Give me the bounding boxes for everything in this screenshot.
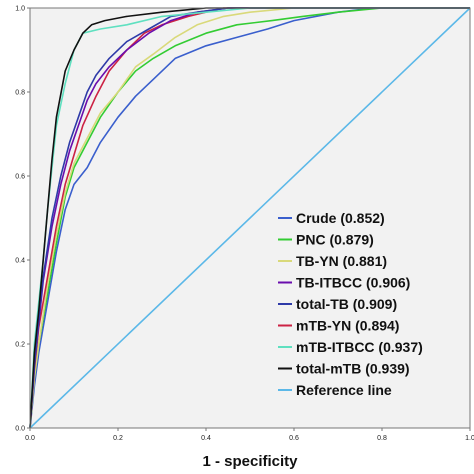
x-tick-label: 0.2 [113, 435, 123, 442]
series-line-1 [29, 7, 470, 429]
x-tick-label: 0.4 [201, 435, 211, 442]
y-axis-ticks: 0.0 0.2 0.4 0.6 0.8 1.0 [15, 6, 30, 433]
x-axis-ticks: 0.0 0.2 0.4 0.6 0.8 1.0 [25, 428, 474, 442]
series-line-0 [29, 7, 470, 429]
x-tick-label: 0.8 [377, 435, 387, 442]
y-tick-label: 1.0 [15, 6, 25, 13]
y-tick-label: 0.2 [15, 342, 25, 349]
legend-label-1: PNC (0.879) [296, 232, 374, 248]
series-layer [29, 7, 471, 429]
series-line-8 [29, 7, 471, 429]
x-axis-title: 1 - specificity [202, 453, 298, 470]
y-tick-label: 0.0 [15, 426, 25, 433]
y-tick-label: 0.6 [15, 174, 25, 181]
plot-frame [29, 7, 471, 429]
series-line-7 [29, 7, 470, 429]
x-tick-label: 1.0 [465, 435, 474, 442]
x-tick-label: 0.0 [25, 435, 35, 442]
legend-label-5: mTB-YN (0.894) [296, 318, 399, 334]
x-tick-label: 0.6 [289, 435, 299, 442]
legend: Crude (0.852) PNC (0.879) TB-YN (0.881) TB-… [278, 210, 423, 398]
legend-label-4: total-TB (0.909) [296, 296, 397, 312]
legend-label-6: mTB-ITBCC (0.937) [296, 339, 423, 355]
legend-label-8: Reference line [296, 382, 392, 398]
series-line-5 [29, 7, 470, 429]
legend-label-0: Crude (0.852) [296, 210, 385, 226]
series-line-2 [29, 7, 470, 429]
y-tick-label: 0.8 [15, 90, 25, 97]
y-tick-label: 0.4 [15, 258, 25, 265]
legend-label-2: TB-YN (0.881) [296, 253, 387, 269]
legend-label-3: TB-ITBCC (0.906) [296, 275, 410, 291]
legend-label-7: total-mTB (0.939) [296, 361, 410, 377]
